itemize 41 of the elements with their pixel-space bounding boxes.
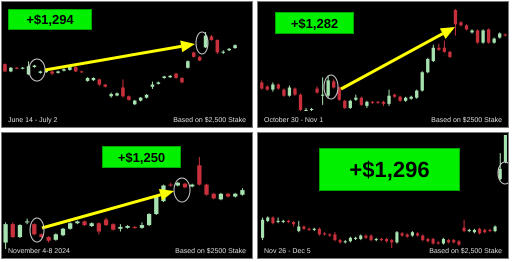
candlestick bbox=[486, 28, 490, 44]
candlestick bbox=[271, 82, 274, 92]
candlestick bbox=[387, 89, 391, 106]
candlestick bbox=[390, 238, 394, 248]
annotation: +$1,250 bbox=[102, 146, 181, 168]
candlestick bbox=[146, 212, 152, 226]
candlestick bbox=[326, 74, 330, 98]
candlestick bbox=[320, 76, 324, 106]
candlestick bbox=[333, 232, 336, 242]
candlestick bbox=[297, 220, 300, 233]
candlestick bbox=[298, 93, 302, 112]
candlestick bbox=[426, 57, 430, 74]
candlestick bbox=[481, 28, 485, 44]
candlestick bbox=[121, 78, 125, 98]
candlestick bbox=[360, 96, 364, 106]
candlestick bbox=[18, 224, 22, 238]
candlestick bbox=[96, 222, 102, 235]
candlestick bbox=[498, 152, 502, 181]
candlestick bbox=[332, 78, 336, 90]
candlestick bbox=[395, 230, 398, 244]
candlestick bbox=[442, 40, 446, 54]
candlestick bbox=[204, 32, 208, 49]
candlestick bbox=[32, 222, 36, 236]
annotation: +$1,282 bbox=[275, 12, 354, 34]
candlestick bbox=[343, 99, 346, 110]
candlestick bbox=[10, 222, 15, 238]
candlestick bbox=[197, 156, 202, 186]
candlestick bbox=[420, 70, 424, 92]
candlestick bbox=[260, 80, 264, 90]
candlestick bbox=[261, 216, 264, 241]
annotation: +$1,296 bbox=[319, 148, 460, 191]
candlestick bbox=[432, 44, 435, 63]
candlestick bbox=[3, 222, 8, 250]
candlestick bbox=[204, 183, 209, 196]
candlestick bbox=[462, 219, 466, 233]
candlestick bbox=[348, 99, 352, 110]
text: +$1,294 bbox=[8, 9, 92, 30]
candlestick bbox=[415, 89, 418, 100]
candlestick bbox=[216, 38, 220, 54]
candlestick bbox=[454, 8, 458, 36]
candlestick bbox=[338, 86, 341, 102]
